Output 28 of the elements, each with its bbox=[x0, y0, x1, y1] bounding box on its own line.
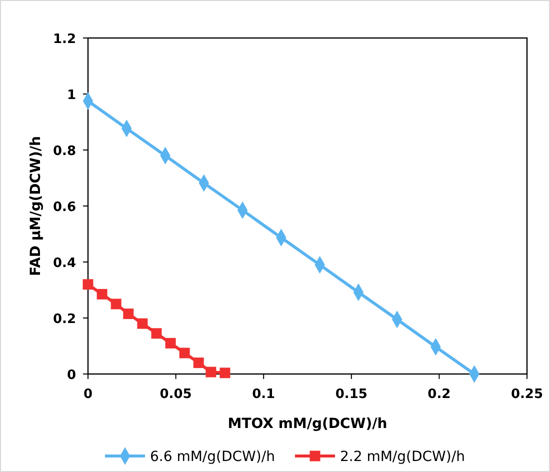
point bbox=[82, 279, 94, 290]
legend-label: 2.2 mM/g(DCW)/h bbox=[340, 449, 465, 465]
x-tick-label: 0.05 bbox=[160, 387, 192, 402]
y-axis-title: FAD μM/g(DCW)/h bbox=[28, 136, 44, 276]
point bbox=[110, 298, 122, 310]
y-tick-label: 0.8 bbox=[52, 144, 76, 159]
x-tick-label: 0.1 bbox=[252, 387, 276, 402]
point bbox=[179, 348, 190, 358]
x-axis-title: MTOX mM/g(DCW)/h bbox=[228, 416, 388, 432]
y-tick-label: 1 bbox=[66, 88, 76, 103]
point bbox=[206, 366, 216, 378]
y-tick-label: 0 bbox=[66, 368, 76, 383]
point bbox=[165, 338, 176, 348]
point bbox=[96, 288, 108, 300]
point bbox=[193, 358, 204, 368]
x-tick-label: 0.15 bbox=[335, 387, 368, 402]
x-tick-label: 0 bbox=[83, 387, 93, 402]
y-tick-label: 1.2 bbox=[52, 32, 76, 47]
point bbox=[220, 368, 230, 378]
y-tick-label: 0.4 bbox=[52, 256, 76, 271]
point bbox=[151, 328, 162, 339]
x-tick-label: 0.2 bbox=[428, 387, 451, 402]
x-tick-label: 0.25 bbox=[510, 387, 544, 402]
y-tick-label: 0.2 bbox=[52, 312, 76, 327]
legend-label: 6.6 mM/g(DCW)/h bbox=[150, 449, 275, 465]
point bbox=[137, 318, 148, 329]
point bbox=[123, 308, 134, 320]
y-tick-label: 0.6 bbox=[52, 200, 76, 215]
